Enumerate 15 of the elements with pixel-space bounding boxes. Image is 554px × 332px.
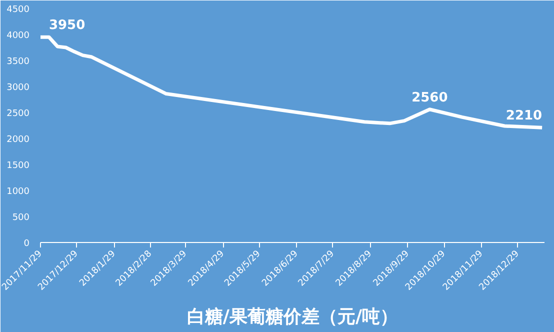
- line-series: [40, 35, 544, 130]
- y-tick-label: 2500: [6, 109, 30, 119]
- y-tick-label: 3500: [6, 57, 30, 67]
- y-tick-label: 4500: [6, 5, 30, 15]
- y-tick-label: 500: [12, 213, 30, 223]
- data-label: 3950: [48, 18, 86, 34]
- y-tick-label: 0: [24, 239, 30, 249]
- y-tick-label: 3000: [6, 83, 30, 93]
- text: 白糖/果葡糖价差（元/吨）: [186, 306, 398, 328]
- y-tick-label: 4000: [6, 31, 30, 41]
- data-label: 2560: [412, 90, 448, 106]
- y-tick-label: 2000: [6, 135, 30, 145]
- y-tick-label: 1500: [6, 161, 30, 171]
- data-label: 2210: [506, 108, 542, 124]
- y-tick-label: 1000: [6, 187, 30, 197]
